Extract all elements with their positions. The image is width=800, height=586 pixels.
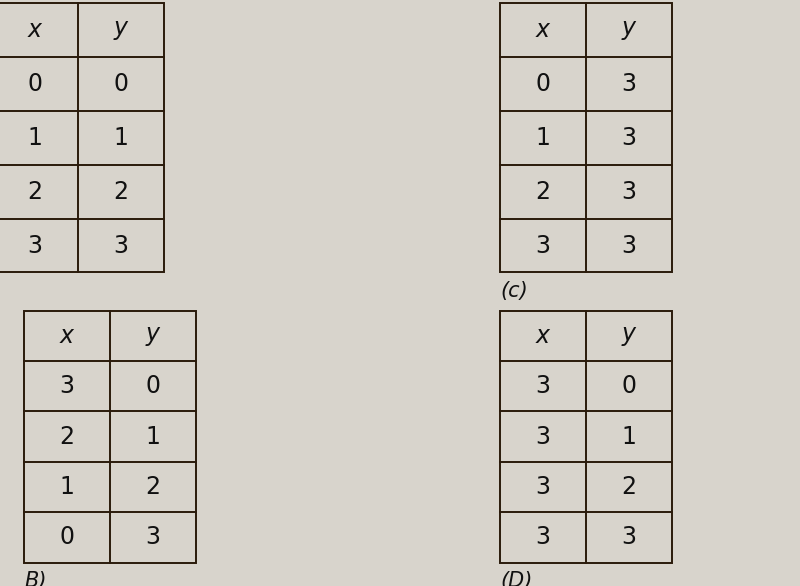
Text: 0: 0 xyxy=(114,72,129,96)
Text: 3: 3 xyxy=(622,72,637,96)
Text: 1: 1 xyxy=(27,126,42,149)
Text: 3: 3 xyxy=(146,526,161,549)
Bar xyxy=(24,311,196,563)
Text: $x$: $x$ xyxy=(534,18,551,42)
Bar xyxy=(500,311,672,563)
Text: 3: 3 xyxy=(114,234,129,257)
Text: 3: 3 xyxy=(535,526,550,549)
Text: 2: 2 xyxy=(59,425,74,448)
Text: 1: 1 xyxy=(146,425,161,448)
Text: 0: 0 xyxy=(146,374,161,398)
Text: 3: 3 xyxy=(622,526,637,549)
Text: 0: 0 xyxy=(59,526,74,549)
Text: $x$: $x$ xyxy=(534,324,551,347)
Text: 3: 3 xyxy=(622,180,637,203)
Bar xyxy=(500,3,672,272)
Text: 3: 3 xyxy=(622,126,637,149)
Text: $y$: $y$ xyxy=(113,18,130,42)
Text: $y$: $y$ xyxy=(145,324,162,347)
Text: 1: 1 xyxy=(535,126,550,149)
Text: 2: 2 xyxy=(146,475,161,499)
Text: $y$: $y$ xyxy=(621,324,638,347)
Text: $x$: $x$ xyxy=(58,324,75,347)
Text: 3: 3 xyxy=(59,374,74,398)
Text: 2: 2 xyxy=(535,180,550,203)
Text: 3: 3 xyxy=(535,234,550,257)
Text: 3: 3 xyxy=(535,475,550,499)
Text: 0: 0 xyxy=(27,72,42,96)
Bar xyxy=(0,3,164,272)
Text: $y$: $y$ xyxy=(621,18,638,42)
Text: 1: 1 xyxy=(114,126,129,149)
Text: 2: 2 xyxy=(622,475,637,499)
Text: B): B) xyxy=(24,571,46,586)
Text: 3: 3 xyxy=(622,234,637,257)
Text: 2: 2 xyxy=(114,180,129,203)
Text: (c): (c) xyxy=(500,281,528,301)
Text: (D): (D) xyxy=(500,571,532,586)
Text: 3: 3 xyxy=(535,374,550,398)
Text: 1: 1 xyxy=(59,475,74,499)
Text: 0: 0 xyxy=(622,374,637,398)
Text: 3: 3 xyxy=(535,425,550,448)
Text: $x$: $x$ xyxy=(26,18,43,42)
Text: 3: 3 xyxy=(27,234,42,257)
Text: 1: 1 xyxy=(622,425,637,448)
Text: 2: 2 xyxy=(27,180,42,203)
Text: 0: 0 xyxy=(535,72,550,96)
